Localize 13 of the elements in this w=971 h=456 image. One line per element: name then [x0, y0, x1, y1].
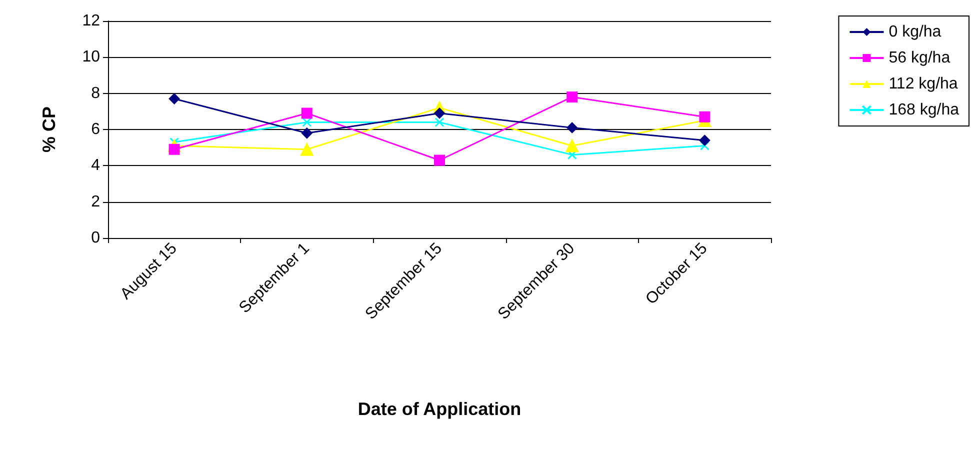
- x-axis-title: Date of Application: [358, 399, 522, 419]
- y-tick-label: 6: [91, 121, 100, 138]
- legend-label: 112 kg/ha: [888, 76, 958, 92]
- legend-label: 0 kg/ha: [888, 24, 942, 40]
- y-tick-label: 4: [91, 157, 100, 174]
- legend-label: 168 kg/ha: [888, 102, 960, 118]
- y-tick-label: 12: [82, 12, 100, 30]
- y-tick-label: 0: [91, 230, 100, 246]
- legend-label: 56 kg/ha: [888, 50, 950, 66]
- y-tick-label: 2: [91, 193, 100, 210]
- y-tick-label: 10: [82, 48, 100, 66]
- y-tick-label: 8: [91, 84, 100, 102]
- y-axis-title: % CP: [39, 106, 59, 153]
